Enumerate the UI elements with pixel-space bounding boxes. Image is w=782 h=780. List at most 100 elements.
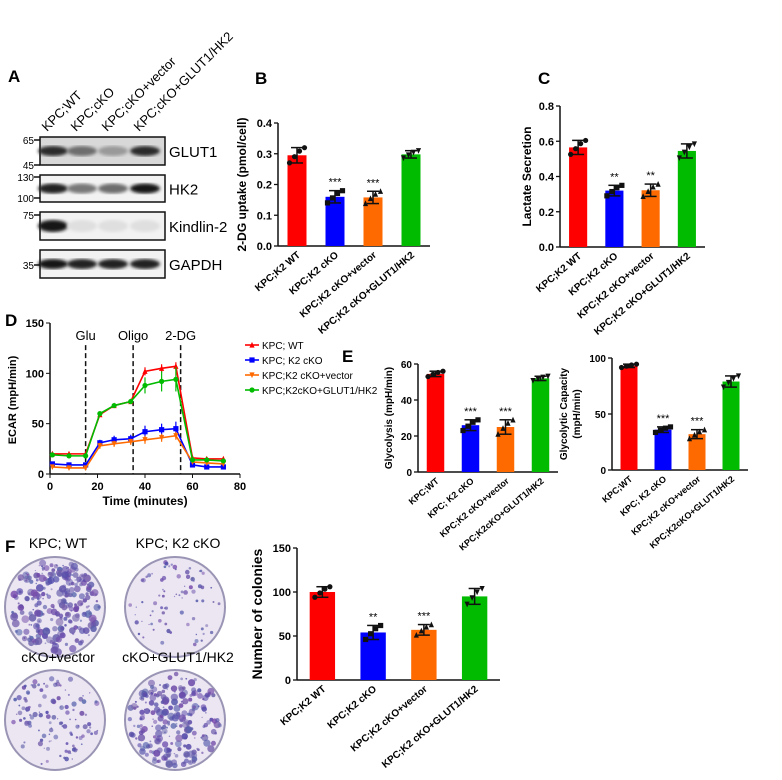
bar-chart-0: 0.00.10.20.30.42-DG uptake (pmol/cell)KP… [235, 117, 430, 337]
colony [177, 747, 182, 752]
colony [20, 744, 25, 749]
y-tick-label: 0.3 [257, 149, 272, 161]
colony [39, 627, 41, 629]
colony [28, 592, 31, 596]
colony [71, 574, 74, 576]
colony [180, 700, 183, 703]
data-point [173, 363, 179, 369]
colony [195, 599, 199, 603]
y-tick-label: 50 [279, 631, 291, 643]
data-point [619, 182, 625, 188]
bar [363, 197, 383, 246]
colony [193, 580, 195, 582]
colony [72, 708, 75, 712]
injection-label: Oligo [118, 328, 148, 343]
significance-label: *** [657, 413, 671, 425]
data-point [327, 584, 333, 590]
culture-plate [4, 669, 106, 771]
colony [201, 599, 205, 603]
colony [149, 685, 154, 690]
colony [77, 725, 80, 727]
data-point [540, 374, 546, 381]
colony [202, 632, 205, 636]
colony [31, 684, 37, 689]
data-point [49, 464, 55, 471]
colony [43, 682, 46, 685]
colony [200, 639, 203, 642]
colony [204, 711, 207, 714]
bar [426, 373, 445, 472]
data-point [378, 622, 384, 629]
colony [185, 574, 191, 579]
data-point [578, 141, 584, 147]
colony [175, 734, 183, 742]
colony [166, 753, 171, 758]
y-axis-label: Number of colonies [249, 548, 265, 679]
x-tick-label: 20 [91, 481, 103, 493]
colony [38, 729, 40, 732]
data-point [142, 368, 148, 374]
colony [137, 743, 142, 748]
band [67, 259, 97, 269]
colony [82, 724, 88, 730]
colony [158, 683, 162, 687]
colony [82, 695, 84, 697]
y-tick-label: 0.0 [539, 242, 554, 254]
colony [71, 758, 73, 760]
colony [30, 683, 34, 687]
data-point [720, 384, 727, 391]
significance-label: *** [329, 177, 343, 189]
colony [138, 730, 144, 736]
colony [187, 719, 193, 725]
colony [38, 713, 43, 718]
y-tick-label: 0.4 [257, 118, 273, 130]
colony [36, 572, 41, 577]
series-line [52, 365, 224, 460]
colony [187, 750, 195, 759]
colony [43, 576, 48, 581]
x-tick-label: 80 [234, 481, 246, 493]
colony [73, 606, 79, 613]
colony [23, 717, 26, 720]
colony [17, 574, 25, 581]
colony [148, 623, 150, 626]
y-tick-label: 100 [273, 587, 291, 599]
plate-label: KPC; WT [29, 535, 88, 551]
colony [50, 608, 58, 616]
colony [48, 727, 54, 733]
colony [56, 718, 59, 720]
data-point [676, 155, 682, 162]
colony [149, 740, 152, 743]
colony [45, 759, 49, 763]
colony [82, 579, 86, 582]
significance-label: *** [691, 416, 705, 428]
colony [161, 741, 169, 748]
data-point [128, 439, 134, 445]
colony [194, 639, 199, 643]
colony [37, 627, 40, 630]
y-tick-label: 150 [26, 318, 44, 330]
colony [180, 761, 187, 768]
legend-marker [249, 387, 255, 393]
colony [76, 581, 79, 584]
colony [11, 610, 14, 614]
colony [149, 694, 157, 702]
bar [569, 147, 588, 247]
colony [35, 623, 40, 628]
colony [45, 714, 51, 719]
colony [170, 563, 173, 566]
colony [64, 704, 69, 710]
colony [15, 713, 18, 716]
data-point [696, 428, 703, 435]
colony [188, 566, 192, 570]
data-point [400, 155, 407, 162]
colony [79, 619, 83, 622]
colony [193, 737, 196, 739]
data-point [435, 369, 441, 376]
colony [169, 763, 171, 766]
y-tick-label: 50 [595, 410, 607, 421]
colony [41, 572, 43, 575]
data-point [301, 145, 308, 151]
colony [42, 604, 48, 610]
